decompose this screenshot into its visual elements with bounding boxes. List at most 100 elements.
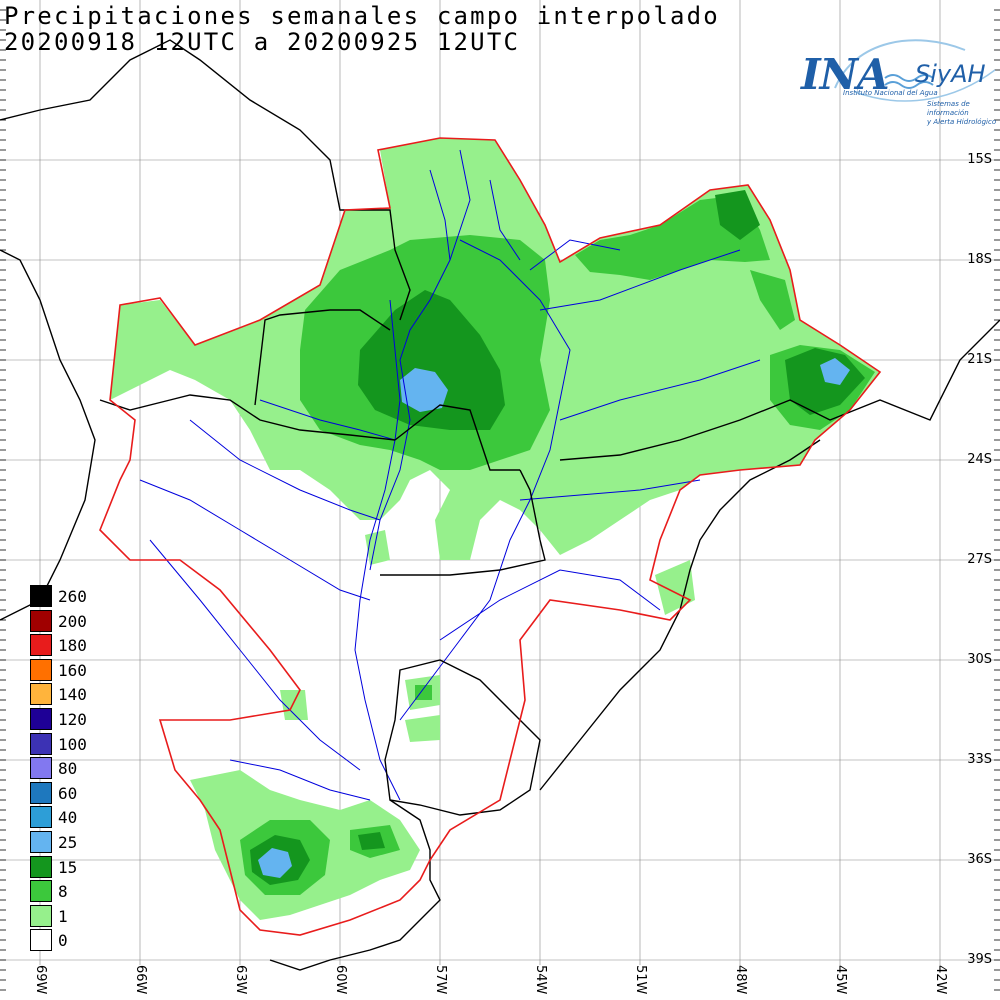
river-north-trib2 [489,179,521,261]
river-grande [539,249,741,311]
legend-swatch [30,830,52,853]
legend-label: 8 [58,882,68,902]
precip-area-15mm-south2 [358,832,385,850]
longitude-label: 69W [33,965,48,995]
river-paranaiba [529,239,621,271]
longitude-label: 42W [933,965,948,995]
latitude-label: 33S [967,752,992,767]
borders [0,39,1000,971]
border-rio-plata [269,799,441,971]
legend-swatch [30,904,52,927]
legend-swatch [30,880,52,903]
longitude-label: 57W [433,965,448,995]
river-iguazu [519,479,701,501]
legend-swatch [30,683,52,706]
legend-label: 0 [58,931,68,951]
map-period: 20200918 12UTC a 20200925 12UTC [4,28,521,56]
legend-label: 180 [58,636,87,656]
latitude-label: 18S [967,252,992,267]
legend-swatch [30,732,52,755]
longitude-label: 63W [233,965,248,995]
legend-swatch [30,781,52,804]
river-pilcomayo [189,419,381,521]
legend-swatch [30,658,52,681]
longitude-label: 60W [333,965,348,995]
river-tiete [559,359,761,421]
latitude-label: 21S [967,352,992,367]
legend-label: 60 [58,783,78,803]
longitude-label: 66W [133,965,148,995]
rivers [139,149,761,801]
precip-area-1mm-ne-coast [655,560,695,615]
legend-label: 25 [58,832,78,852]
legend-swatch [30,707,52,730]
river-south [229,759,371,801]
longitude-label: 51W [633,965,648,995]
logo-siyah-text: SiyAH [915,60,986,88]
latitude-label: 30S [967,652,992,667]
longitude-label: 45W [833,965,848,995]
legend-label: 140 [58,685,87,705]
precip-area-1mm-uy2 [405,715,440,742]
latitude-label: 27S [967,552,992,567]
precip-area-1mm-east-arg [280,690,308,720]
precip-area-25mm-coast [820,358,850,385]
border-chile [0,249,96,621]
river-parana-upper [369,149,471,571]
border-chaco [254,309,391,406]
legend-label: 15 [58,857,78,877]
logo-subtagline: Sistemas de información y Alerta Hidroló… [927,100,1000,127]
latitude-label: 36S [967,852,992,867]
legend-swatch [30,585,52,607]
border-uruguay [384,659,541,816]
precip-area-8mm-uy [415,685,432,700]
precip-area-15mm-central [358,290,505,430]
legend-label: 160 [58,660,87,680]
border-coast-brazil [559,319,1000,461]
precip-fields [110,138,880,920]
legend-swatch [30,929,52,952]
logo-swoosh-icon [834,39,996,102]
legend-swatch [30,757,52,780]
logo-subtagline-2: y Alerta Hidrológico [927,118,997,126]
map-title: Precipitaciones semanales campo interpol… [4,2,720,30]
legend-swatch [30,806,52,829]
precip-area-8mm-east [750,270,795,330]
river-uruguay [439,569,661,641]
legend-swatch [30,609,52,632]
river-north-trib [429,169,451,261]
legend-swatch [30,634,52,657]
river-parana-ne [399,239,571,721]
precip-area-25mm-central [400,368,448,412]
border-arg-brazil [380,469,546,576]
precip-area-25mm-south [258,848,292,878]
precip-area-15mm-ne [715,190,760,240]
legend-label: 200 [58,611,87,631]
basin-outline [99,137,882,936]
latitude-label: 39S [967,952,992,967]
river-paraguay [354,299,401,801]
border-coast-south-brazil [539,439,821,791]
latitude-label: 15S [967,152,992,167]
legend-label: 100 [58,734,87,754]
river-pantanal [259,399,396,441]
logo-subtagline-1: Sistemas de información [927,100,970,117]
legend-swatch [30,855,52,878]
logo-tagline: Instituto Nacional del Agua [843,89,938,97]
longitude-label: 48W [733,965,748,995]
river-bermejo [139,479,371,601]
legend-label: 80 [58,759,78,779]
legend-label: 40 [58,808,78,828]
river-salado [149,539,361,771]
legend-label: 260 [58,587,87,606]
border-bolivia-brazil [0,39,411,321]
lat-ticks [0,9,1000,991]
latitude-label: 24S [967,452,992,467]
legend-label: 120 [58,709,87,729]
longitude-label: 54W [533,965,548,995]
border-bolivia-paraguay [99,394,396,441]
border-paraguay-brazil [394,404,520,471]
logo-ina-text: INA [801,50,890,99]
precip-area-1mm-misiones [365,530,390,565]
